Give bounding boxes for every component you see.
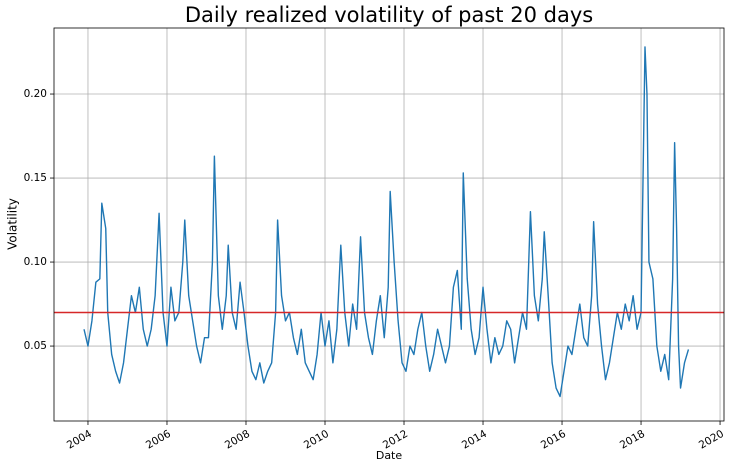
- y-tick-label: 0.15: [24, 172, 47, 184]
- x-tick-label: 2010: [302, 428, 331, 452]
- x-tick-label: 2006: [144, 428, 173, 452]
- x-tick-label: 2020: [697, 428, 726, 452]
- x-tick-label: 2018: [618, 428, 647, 452]
- x-tick-label: 2012: [381, 428, 410, 452]
- y-axis-label: Volatility: [6, 198, 20, 250]
- y-tick-label: 0.20: [24, 88, 47, 100]
- plot-frame: [53, 27, 725, 422]
- volatility-line: [83, 46, 690, 398]
- x-tick-label: 2004: [65, 428, 94, 452]
- chart-title: Daily realized volatility of past 20 day…: [185, 3, 593, 27]
- y-tick-label: 0.05: [24, 340, 47, 352]
- y-tick-label: 0.10: [24, 256, 47, 268]
- x-axis-label: Date: [376, 449, 403, 462]
- x-tick-label: 2016: [539, 428, 568, 452]
- x-tick-label: 2008: [223, 428, 252, 452]
- x-tick-label: 2014: [460, 428, 489, 452]
